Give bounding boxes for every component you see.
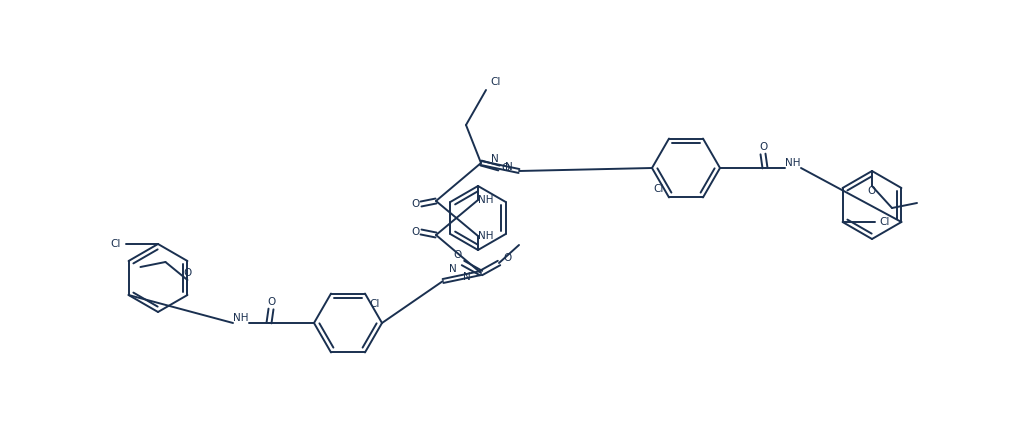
Text: NH: NH xyxy=(785,158,801,168)
Text: O: O xyxy=(183,268,191,278)
Text: Cl: Cl xyxy=(653,184,664,194)
Text: Cl: Cl xyxy=(111,239,121,249)
Text: O: O xyxy=(411,227,419,237)
Text: O: O xyxy=(867,186,876,196)
Text: N: N xyxy=(491,154,499,164)
Text: O: O xyxy=(454,250,462,260)
Text: N: N xyxy=(449,264,457,274)
Text: Cl: Cl xyxy=(880,217,890,227)
Text: O: O xyxy=(503,253,511,263)
Text: O: O xyxy=(501,163,509,173)
Text: NH: NH xyxy=(234,313,249,323)
Text: O: O xyxy=(411,199,419,209)
Text: O: O xyxy=(758,142,768,152)
Text: N: N xyxy=(463,272,471,282)
Text: Cl: Cl xyxy=(369,298,380,309)
Text: N: N xyxy=(505,162,512,172)
Text: Cl: Cl xyxy=(491,77,501,87)
Text: O: O xyxy=(267,297,275,307)
Text: NH: NH xyxy=(478,195,494,205)
Text: NH: NH xyxy=(478,231,494,241)
